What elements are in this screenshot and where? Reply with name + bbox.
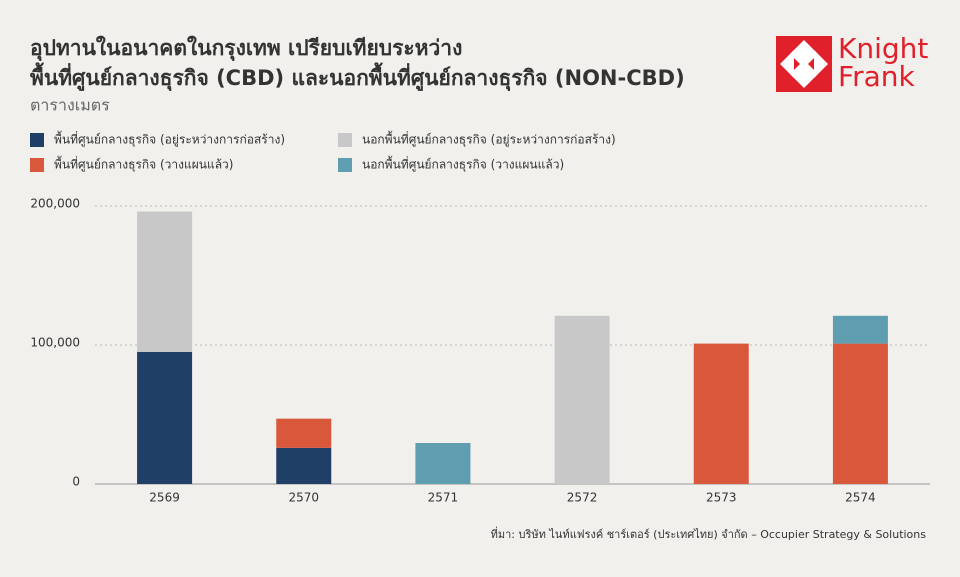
y-tick-label: 0 (72, 475, 80, 489)
y-tick-label: 100,000 (30, 336, 80, 350)
bar-segment (276, 447, 332, 484)
x-tick-label: 2572 (567, 491, 598, 505)
logo-mark (790, 60, 818, 88)
bar-segment (137, 211, 193, 352)
legend-swatch (338, 133, 352, 147)
legend-swatch (30, 158, 44, 172)
x-tick-label: 2574 (845, 491, 876, 505)
bar-segment (693, 343, 749, 484)
logo-mark (814, 50, 828, 78)
bar-segment (832, 343, 888, 484)
chart-subtitle: ตารางเมตร (30, 96, 110, 115)
logo-mark (780, 50, 794, 78)
legend-label: พื้นที่ศูนย์กลางธุรกิจ (วางแผนแล้ว) (54, 156, 233, 173)
chart-title: อุปทานในอนาคตในกรุงเทพ เปรียบเทียบระหว่า… (30, 35, 462, 62)
legend-label: นอกพื้นที่ศูนย์กลางธุรกิจ (อยู่ระหว่างกา… (362, 131, 616, 148)
source: ที่มา: บริษัท ไนท์แฟรงค์ ชาร์เตอร์ (ประเ… (491, 526, 927, 541)
x-tick-label: 2570 (288, 491, 319, 505)
x-tick-label: 2571 (428, 491, 459, 505)
chart-title: พื้นที่ศูนย์กลางธุรกิจ (CBD) และนอกพื้นท… (30, 62, 685, 92)
legend-swatch (338, 158, 352, 172)
x-tick-label: 2569 (149, 491, 180, 505)
y-tick-label: 200,000 (30, 197, 80, 211)
brand: Frank (838, 60, 915, 93)
legend-label: นอกพื้นที่ศูนย์กลางธุรกิจ (วางแผนแล้ว) (362, 156, 564, 173)
bar-segment (137, 351, 193, 484)
x-tick-label: 2573 (706, 491, 737, 505)
logo: Knight Frank (776, 32, 928, 93)
legend-label: พื้นที่ศูนย์กลางธุรกิจ (อยู่ระหว่างการก่… (54, 131, 285, 148)
legend-swatch (30, 133, 44, 147)
bar-segment (554, 315, 610, 484)
logo-mark (790, 40, 818, 68)
bar-segment (832, 315, 888, 344)
brand: Knight (838, 32, 928, 65)
bar-segment (415, 442, 471, 484)
bar-segment (276, 418, 332, 448)
